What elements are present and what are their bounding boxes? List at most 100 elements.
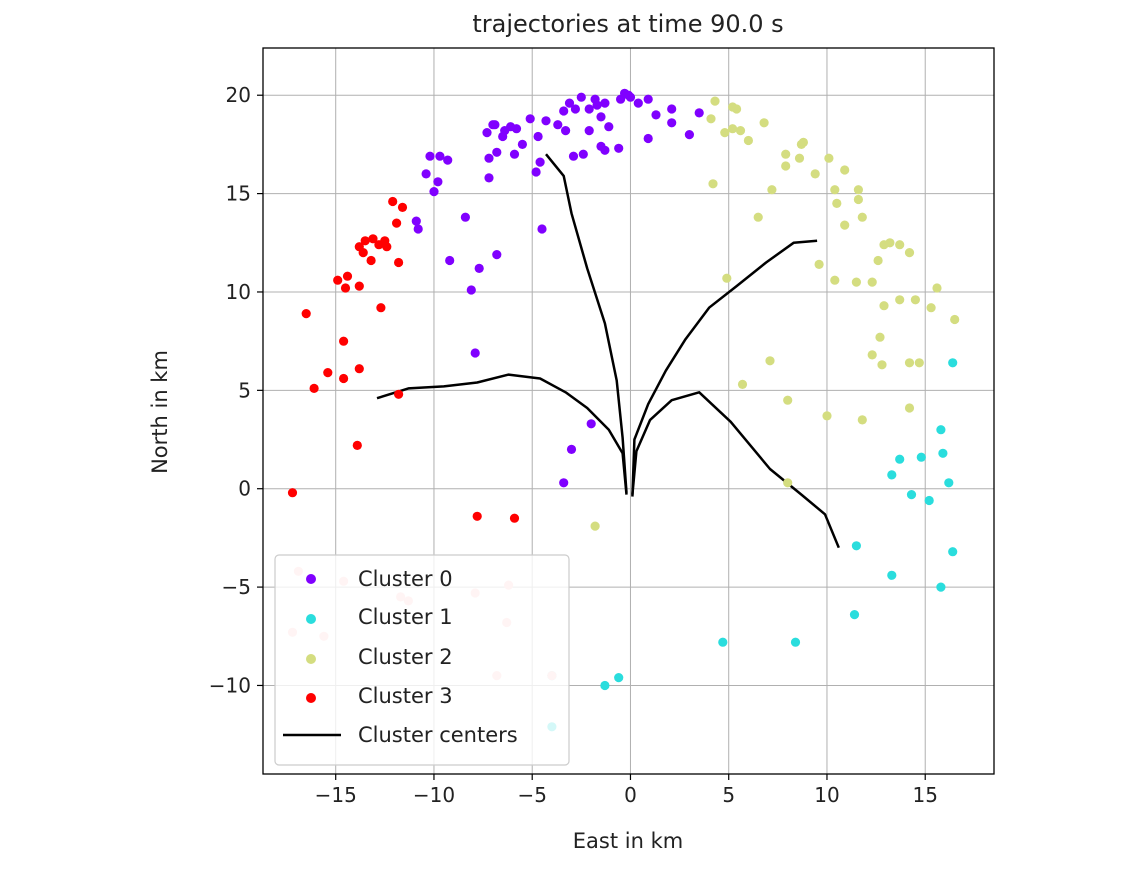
data-point-series-2 — [728, 124, 738, 134]
x-tick-label: −15 — [315, 783, 357, 807]
data-point-series-0 — [429, 187, 439, 197]
data-point-series-2 — [798, 137, 809, 147]
legend-marker-cluster-1 — [306, 614, 316, 624]
data-point-series-0 — [643, 94, 653, 104]
x-tick-label: 15 — [912, 783, 937, 807]
data-point-series-2 — [781, 149, 791, 159]
data-point-series-3 — [392, 218, 402, 228]
data-point-series-3 — [354, 364, 364, 374]
cluster-center-trajectory-1 — [376, 373, 628, 495]
data-point-series-0 — [651, 110, 661, 120]
data-point-series-2 — [753, 212, 763, 222]
data-point-series-1 — [895, 454, 905, 464]
y-tick-label: 15 — [226, 182, 251, 206]
data-point-series-0 — [633, 98, 643, 108]
data-point-series-2 — [781, 161, 791, 171]
y-axis-ticks: −10 −5 0 5 10 15 20 — [209, 83, 263, 697]
data-point-series-3 — [287, 488, 298, 498]
data-point-series-1 — [948, 358, 958, 368]
data-point-series-1 — [906, 490, 917, 500]
data-point-series-3 — [394, 257, 404, 268]
data-point-series-2 — [840, 220, 850, 230]
data-point-series-2 — [832, 198, 842, 208]
data-point-series-2 — [830, 275, 840, 285]
data-point-series-2 — [910, 295, 921, 305]
data-point-series-0 — [586, 419, 596, 429]
data-point-series-3 — [472, 511, 482, 521]
data-point-series-2 — [867, 350, 877, 360]
data-point-series-2 — [720, 128, 730, 138]
data-point-series-2 — [706, 114, 716, 124]
data-point-series-2 — [759, 118, 769, 128]
legend-marker-cluster-3 — [306, 693, 316, 703]
data-point-series-2 — [904, 358, 915, 368]
data-point-series-0 — [643, 133, 653, 144]
data-point-series-2 — [857, 212, 867, 222]
data-point-series-0 — [559, 478, 569, 488]
data-point-series-2 — [708, 179, 718, 189]
data-point-series-3 — [339, 336, 349, 346]
x-tick-label: 0 — [624, 783, 637, 807]
data-point-series-2 — [737, 379, 748, 389]
data-point-series-0 — [694, 108, 704, 118]
data-point-series-2 — [877, 360, 887, 370]
data-point-series-2 — [885, 238, 895, 248]
data-point-series-2 — [824, 153, 834, 163]
data-point-series-0 — [411, 216, 421, 226]
data-point-series-3 — [352, 440, 362, 450]
data-point-series-3 — [509, 513, 520, 523]
data-point-series-0 — [564, 98, 575, 108]
data-point-series-2 — [765, 356, 775, 366]
data-point-series-3 — [360, 236, 370, 246]
data-point-series-1 — [718, 637, 728, 647]
data-point-series-0 — [421, 169, 431, 179]
data-point-series-1 — [924, 495, 934, 506]
data-point-series-0 — [511, 124, 522, 134]
data-point-series-1 — [944, 478, 954, 488]
data-point-series-3 — [340, 283, 351, 293]
legend-box — [274, 554, 570, 766]
data-point-series-3 — [354, 242, 364, 252]
data-point-series-0 — [684, 130, 695, 140]
data-point-series-0 — [541, 116, 551, 126]
data-point-series-2 — [810, 169, 820, 179]
data-point-series-0 — [614, 143, 624, 153]
data-point-series-0 — [470, 348, 480, 358]
x-axis-ticks: −15 −10 −5 0 5 10 15 — [315, 774, 938, 807]
data-point-series-2 — [851, 277, 862, 287]
data-point-series-0 — [531, 167, 541, 177]
data-point-series-0 — [559, 106, 569, 116]
y-tick-label: −5 — [222, 575, 251, 599]
data-point-series-3 — [301, 309, 311, 319]
data-point-series-2 — [830, 185, 840, 195]
data-point-series-0 — [600, 145, 610, 155]
data-point-series-2 — [822, 411, 832, 421]
data-point-series-0 — [600, 98, 610, 108]
data-point-series-3 — [376, 303, 386, 313]
data-point-series-1 — [849, 610, 860, 620]
data-point-series-3 — [333, 275, 343, 285]
data-point-series-0 — [533, 131, 543, 142]
data-point-series-0 — [490, 120, 500, 130]
data-point-series-2 — [932, 283, 942, 293]
data-point-series-0 — [466, 285, 476, 295]
data-point-series-0 — [435, 151, 445, 161]
data-point-series-0 — [535, 157, 545, 167]
data-point-series-2 — [867, 277, 877, 287]
data-point-series-0 — [604, 122, 614, 132]
data-point-series-0 — [596, 112, 606, 122]
data-point-series-2 — [895, 240, 905, 250]
data-point-series-1 — [887, 470, 897, 480]
data-point-series-2 — [783, 478, 793, 488]
x-tick-label: 5 — [722, 783, 735, 807]
data-point-series-0 — [433, 177, 443, 187]
data-point-series-2 — [879, 301, 889, 311]
data-point-series-3 — [309, 383, 319, 393]
data-point-series-3 — [397, 202, 408, 212]
data-point-series-0 — [537, 224, 547, 234]
data-point-series-2 — [767, 185, 777, 195]
data-point-series-2 — [590, 521, 600, 531]
x-tick-label: −10 — [413, 783, 455, 807]
data-point-series-0 — [484, 173, 494, 183]
data-point-series-3 — [388, 196, 398, 207]
